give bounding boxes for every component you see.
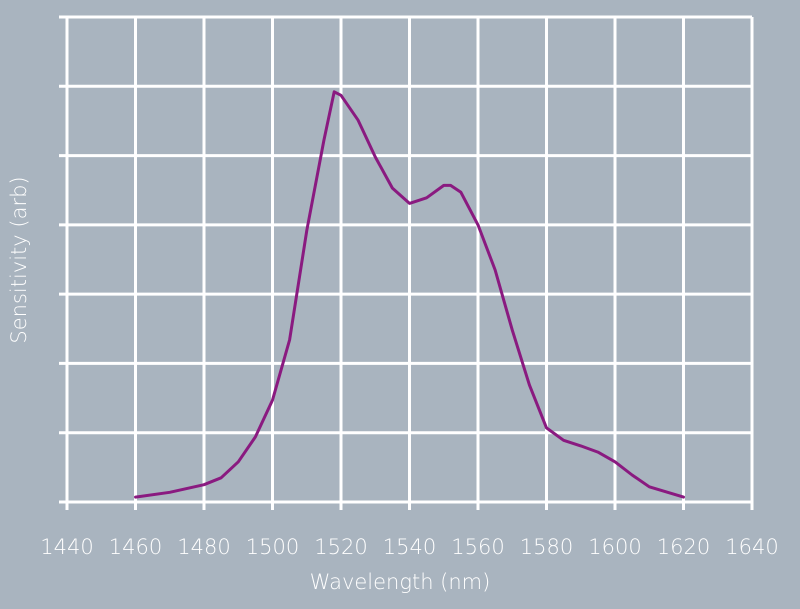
x-tick-label: 1560 [451,535,504,559]
y-axis-label: Sensitivity (arb) [7,176,31,343]
x-tick-label: 1520 [314,535,367,559]
x-tick-label: 1640 [725,535,778,559]
x-tick-label: 1620 [657,535,710,559]
x-axis-label: Wavelength (nm) [310,570,491,594]
x-tick-label: 1460 [109,535,162,559]
x-tick-label: 1480 [177,535,230,559]
x-tick-label: 1440 [40,535,93,559]
x-tick-label: 1580 [520,535,573,559]
x-tick-label: 1540 [383,535,436,559]
x-tick-label: 1600 [588,535,641,559]
x-tick-label: 1500 [246,535,299,559]
data-line [134,90,685,499]
